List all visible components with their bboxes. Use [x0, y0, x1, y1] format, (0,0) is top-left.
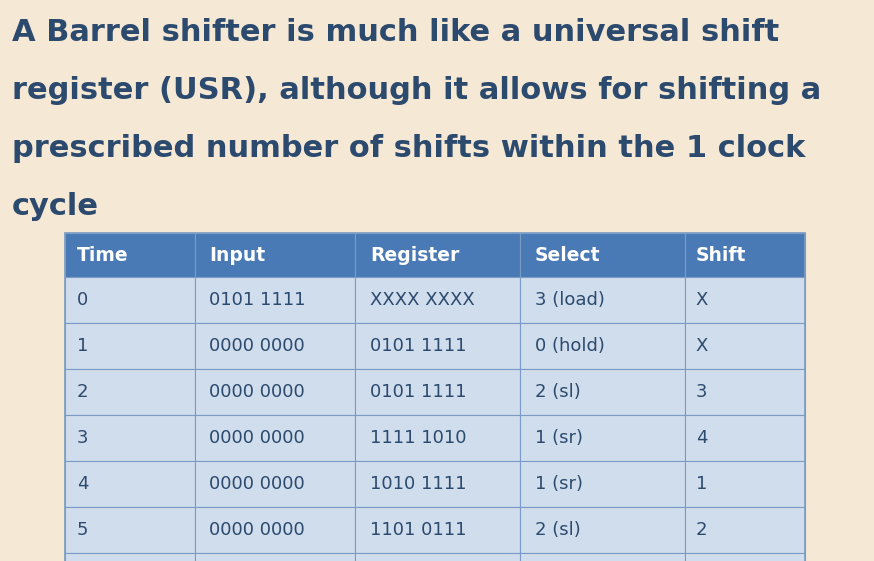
FancyBboxPatch shape — [65, 369, 195, 415]
FancyBboxPatch shape — [65, 553, 195, 561]
FancyBboxPatch shape — [520, 233, 685, 277]
Text: 0000 0000: 0000 0000 — [210, 521, 305, 539]
FancyBboxPatch shape — [195, 507, 355, 553]
Text: 1111 1010: 1111 1010 — [370, 429, 467, 447]
Text: cycle: cycle — [12, 192, 99, 221]
FancyBboxPatch shape — [355, 323, 520, 369]
FancyBboxPatch shape — [195, 415, 355, 461]
FancyBboxPatch shape — [355, 277, 520, 323]
FancyBboxPatch shape — [355, 507, 520, 553]
FancyBboxPatch shape — [65, 233, 195, 277]
Text: 1: 1 — [77, 337, 88, 355]
FancyBboxPatch shape — [520, 461, 685, 507]
Text: 1101 0111: 1101 0111 — [370, 521, 467, 539]
Text: 4: 4 — [696, 429, 707, 447]
FancyBboxPatch shape — [520, 415, 685, 461]
Text: 4: 4 — [77, 475, 88, 493]
Text: 2 (sl): 2 (sl) — [535, 383, 580, 401]
FancyBboxPatch shape — [685, 277, 805, 323]
FancyBboxPatch shape — [685, 233, 805, 277]
FancyBboxPatch shape — [520, 507, 685, 553]
FancyBboxPatch shape — [195, 553, 355, 561]
Text: 1010 1111: 1010 1111 — [370, 475, 467, 493]
Text: 3: 3 — [696, 383, 707, 401]
FancyBboxPatch shape — [685, 323, 805, 369]
Text: Register: Register — [370, 246, 459, 264]
Text: 5: 5 — [77, 521, 88, 539]
FancyBboxPatch shape — [685, 553, 805, 561]
FancyBboxPatch shape — [685, 461, 805, 507]
FancyBboxPatch shape — [685, 507, 805, 553]
Text: 3: 3 — [77, 429, 88, 447]
FancyBboxPatch shape — [685, 415, 805, 461]
Text: 0000 0000: 0000 0000 — [210, 429, 305, 447]
Text: register (USR), although it allows for shifting a: register (USR), although it allows for s… — [12, 76, 822, 105]
FancyBboxPatch shape — [355, 233, 520, 277]
Text: Shift: Shift — [696, 246, 746, 264]
Text: 2: 2 — [696, 521, 707, 539]
Text: 0000 0000: 0000 0000 — [210, 475, 305, 493]
Text: 0101 1111: 0101 1111 — [370, 383, 467, 401]
Text: Time: Time — [77, 246, 128, 264]
FancyBboxPatch shape — [195, 233, 355, 277]
Text: 0101 1111: 0101 1111 — [370, 337, 467, 355]
FancyBboxPatch shape — [195, 323, 355, 369]
FancyBboxPatch shape — [520, 323, 685, 369]
FancyBboxPatch shape — [520, 369, 685, 415]
FancyBboxPatch shape — [65, 461, 195, 507]
Text: 1 (sr): 1 (sr) — [535, 429, 583, 447]
FancyBboxPatch shape — [520, 553, 685, 561]
Text: 0 (hold): 0 (hold) — [535, 337, 605, 355]
Text: 0: 0 — [77, 291, 88, 309]
Text: 0000 0000: 0000 0000 — [210, 337, 305, 355]
Text: 1: 1 — [696, 475, 707, 493]
Text: 0000 0000: 0000 0000 — [210, 383, 305, 401]
FancyBboxPatch shape — [195, 369, 355, 415]
FancyBboxPatch shape — [195, 461, 355, 507]
FancyBboxPatch shape — [65, 507, 195, 553]
FancyBboxPatch shape — [355, 369, 520, 415]
FancyBboxPatch shape — [65, 323, 195, 369]
FancyBboxPatch shape — [195, 277, 355, 323]
Text: X: X — [696, 337, 708, 355]
Text: prescribed number of shifts within the 1 clock: prescribed number of shifts within the 1… — [12, 134, 805, 163]
Text: X: X — [696, 291, 708, 309]
Text: 1 (sr): 1 (sr) — [535, 475, 583, 493]
Text: 2 (sl): 2 (sl) — [535, 521, 580, 539]
Text: Input: Input — [210, 246, 266, 264]
Text: 2: 2 — [77, 383, 88, 401]
FancyBboxPatch shape — [65, 277, 195, 323]
Text: 3 (load): 3 (load) — [535, 291, 605, 309]
Text: Select: Select — [535, 246, 600, 264]
FancyBboxPatch shape — [65, 415, 195, 461]
FancyBboxPatch shape — [355, 461, 520, 507]
Text: 0101 1111: 0101 1111 — [210, 291, 306, 309]
Text: XXXX XXXX: XXXX XXXX — [370, 291, 475, 309]
FancyBboxPatch shape — [355, 553, 520, 561]
FancyBboxPatch shape — [520, 277, 685, 323]
FancyBboxPatch shape — [685, 369, 805, 415]
FancyBboxPatch shape — [355, 415, 520, 461]
Text: A Barrel shifter is much like a universal shift: A Barrel shifter is much like a universa… — [12, 18, 780, 47]
